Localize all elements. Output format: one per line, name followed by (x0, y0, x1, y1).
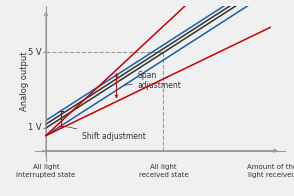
Text: Analog output: Analog output (20, 52, 29, 111)
Text: Shift adjustment: Shift adjustment (66, 126, 146, 141)
Text: Span
adjustment: Span adjustment (123, 71, 182, 90)
Text: 1 V: 1 V (28, 123, 42, 132)
Text: 5 V: 5 V (28, 48, 42, 57)
Text: All light
received state: All light received state (138, 164, 188, 178)
Text: All light
interrupted state: All light interrupted state (16, 164, 76, 178)
Text: Amount of the
light received: Amount of the light received (247, 164, 294, 178)
